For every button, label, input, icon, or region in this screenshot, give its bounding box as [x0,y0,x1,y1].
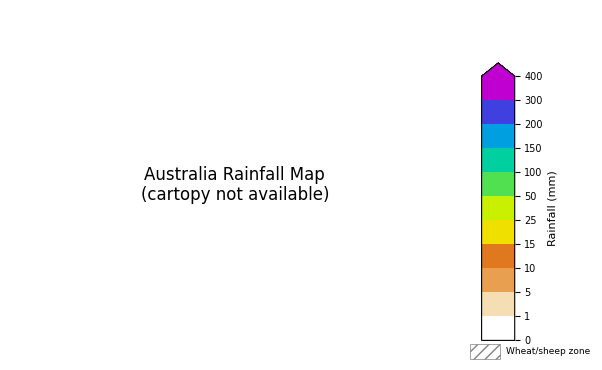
Text: Wheat/sheep zone: Wheat/sheep zone [506,347,590,356]
Y-axis label: Rainfall (mm): Rainfall (mm) [547,170,557,246]
Text: Australia Rainfall Map
(cartopy not available): Australia Rainfall Map (cartopy not avai… [140,166,329,204]
PathPatch shape [482,63,515,76]
